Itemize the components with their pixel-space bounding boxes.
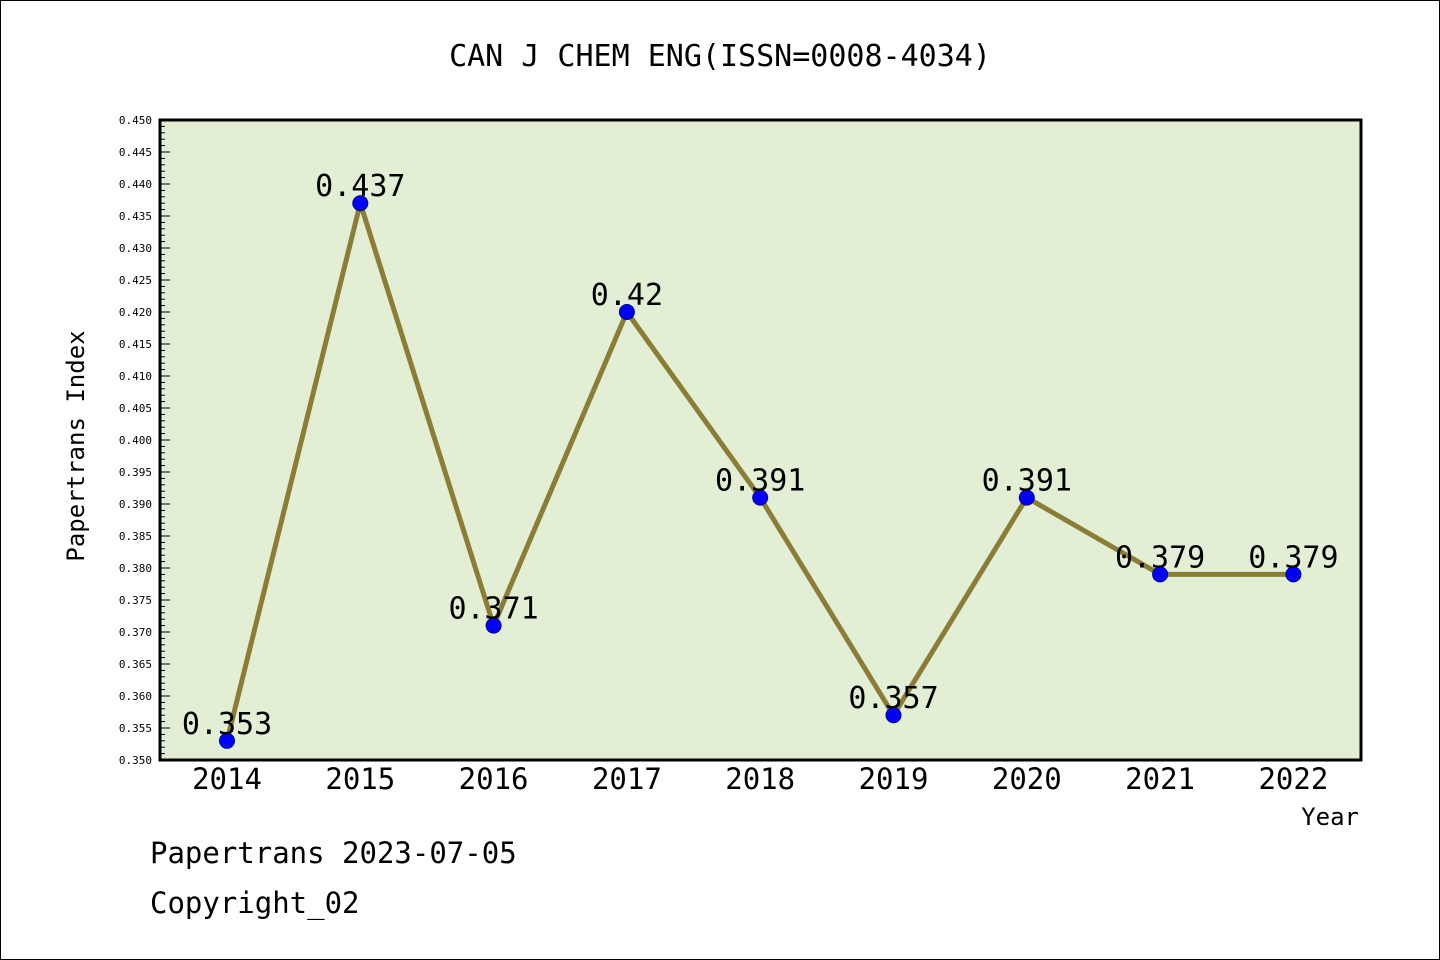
y-tick-label: 0.440: [119, 178, 152, 191]
y-tick-label: 0.375: [119, 594, 152, 607]
x-tick-label: 2017: [592, 762, 662, 796]
y-axis-tick-labels: 0.350 0.355 0.360 0.365 0.370 0.375 0.380 0.385…: [119, 114, 152, 767]
y-tick-label: 0.390: [119, 498, 152, 511]
y-tick-label: 0.370: [119, 626, 152, 639]
data-label: 0.379: [1115, 540, 1205, 575]
data-markers: [219, 195, 1302, 749]
y-tick-label: 0.445: [119, 146, 152, 159]
y-tick-label: 0.450: [119, 114, 152, 127]
data-point: [219, 732, 235, 749]
data-label: 0.379: [1248, 540, 1338, 575]
data-point: [618, 304, 635, 320]
data-point: [485, 617, 502, 634]
y-tick-label: 0.425: [119, 274, 152, 287]
x-tick-label: 2022: [1258, 762, 1328, 796]
x-tick-label: 2019: [859, 762, 929, 796]
data-label: 0.353: [182, 707, 272, 742]
y-tick-label: 0.385: [119, 530, 152, 543]
data-label: 0.357: [848, 681, 938, 716]
y-tick-label: 0.360: [119, 690, 152, 703]
footer-copyright: Copyright_02: [150, 886, 360, 920]
data-point: [1018, 489, 1035, 506]
y-tick-label: 0.355: [119, 722, 152, 735]
y-tick-label: 0.380: [119, 562, 152, 575]
plot-area: [160, 120, 1361, 760]
data-point: [1285, 566, 1302, 583]
data-label: 0.42: [591, 278, 663, 313]
x-tick-label: 2016: [459, 762, 529, 796]
data-labels: 0.353 0.437 0.371 0.42 0.391 0.357 0.391 0.379 0…: [182, 169, 1339, 742]
x-tick-label: 2021: [1125, 762, 1195, 796]
data-label: 0.391: [982, 464, 1072, 499]
y-tick-label: 0.415: [119, 338, 152, 351]
data-label: 0.391: [715, 464, 805, 499]
data-point: [885, 707, 902, 724]
x-tick-label: 2018: [725, 762, 795, 796]
y-tick-label: 0.350: [119, 754, 152, 767]
y-tick-label: 0.435: [119, 210, 152, 223]
plot-border: [158, 118, 1363, 762]
x-tick-label: 2015: [325, 762, 395, 796]
data-label: 0.437: [315, 169, 405, 204]
y-tick-label: 0.420: [119, 306, 152, 319]
y-tick-label: 0.430: [119, 242, 152, 255]
y-axis-label: Papertrans Index: [62, 330, 90, 561]
x-tick-label: 2014: [192, 762, 262, 796]
data-point: [1152, 566, 1169, 583]
x-axis-label: Year: [1301, 803, 1359, 831]
data-point: [752, 489, 769, 506]
y-tick-label: 0.400: [119, 434, 152, 447]
chart-title: CAN J CHEM ENG(ISSN=0008-4034): [449, 39, 991, 74]
footer-source-date: Papertrans 2023-07-05: [150, 836, 517, 870]
data-label: 0.371: [448, 592, 538, 627]
x-tick-label: 2020: [992, 762, 1062, 796]
y-tick-label: 0.405: [119, 402, 152, 415]
x-axis-tick-labels: 2014 2015 2016 2017 2018 2019 2020 2021 2022: [192, 762, 1328, 796]
y-tick-label: 0.410: [119, 370, 152, 383]
y-tick-label: 0.395: [119, 466, 152, 479]
data-point: [352, 195, 369, 212]
y-tick-label: 0.365: [119, 658, 152, 671]
